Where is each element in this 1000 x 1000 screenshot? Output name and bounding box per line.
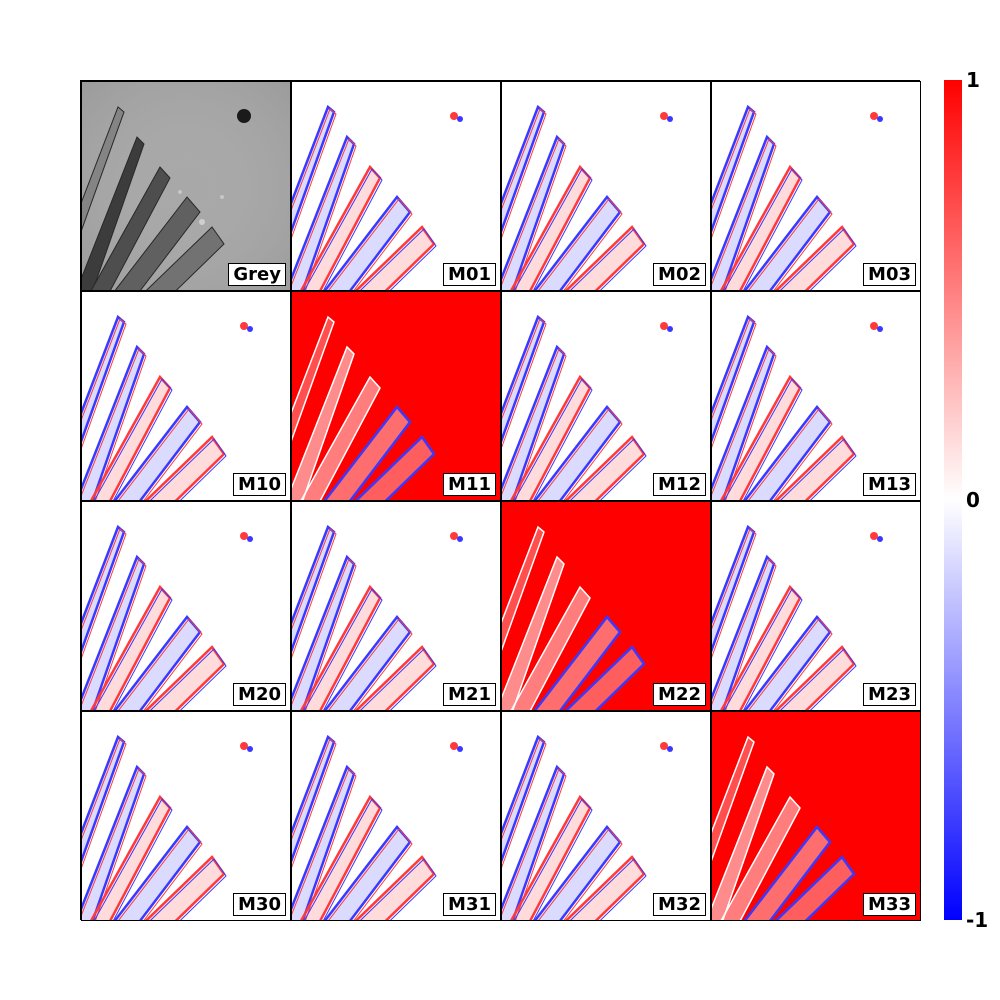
panel-label: M21 xyxy=(443,683,496,706)
panel-m03: M03 xyxy=(711,81,921,291)
panel-label: M10 xyxy=(233,473,286,496)
panel-label: M31 xyxy=(443,893,496,916)
panel-m32: M32 xyxy=(501,711,711,921)
colorbar-tick-max: 1 xyxy=(966,68,980,92)
panel-label: M01 xyxy=(443,263,496,286)
panel-label: Grey xyxy=(228,263,286,286)
panel-label: M23 xyxy=(863,683,916,706)
panel-m30: M30 xyxy=(81,711,291,921)
panel-grey: Grey xyxy=(81,81,291,291)
panel-m11: M11 xyxy=(291,291,501,501)
colorbar: 1 0 -1 xyxy=(944,80,962,920)
panel-label: M32 xyxy=(653,893,706,916)
panel-m20: M20 xyxy=(81,501,291,711)
panel-label: M03 xyxy=(863,263,916,286)
panel-m31: M31 xyxy=(291,711,501,921)
panel-label: M20 xyxy=(233,683,286,706)
colorbar-gradient xyxy=(944,80,962,920)
panel-m01: M01 xyxy=(291,81,501,291)
panel-m21: M21 xyxy=(291,501,501,711)
panel-m23: M23 xyxy=(711,501,921,711)
panel-label: M02 xyxy=(653,263,706,286)
panel-grid: Grey M01 M02 xyxy=(80,80,920,920)
panel-label: M11 xyxy=(443,473,496,496)
mueller-matrix-figure: Grey M01 M02 xyxy=(80,80,920,920)
panel-m13: M13 xyxy=(711,291,921,501)
panel-m12: M12 xyxy=(501,291,711,501)
panel-label: M13 xyxy=(863,473,916,496)
panel-label: M12 xyxy=(653,473,706,496)
panel-m33: M33 xyxy=(711,711,921,921)
panel-label: M22 xyxy=(653,683,706,706)
colorbar-tick-zero: 0 xyxy=(966,488,980,512)
colorbar-tick-min: -1 xyxy=(966,908,988,932)
panel-label: M30 xyxy=(233,893,286,916)
panel-m10: M10 xyxy=(81,291,291,501)
panel-m02: M02 xyxy=(501,81,711,291)
panel-label: M33 xyxy=(863,893,916,916)
panel-m22: M22 xyxy=(501,501,711,711)
